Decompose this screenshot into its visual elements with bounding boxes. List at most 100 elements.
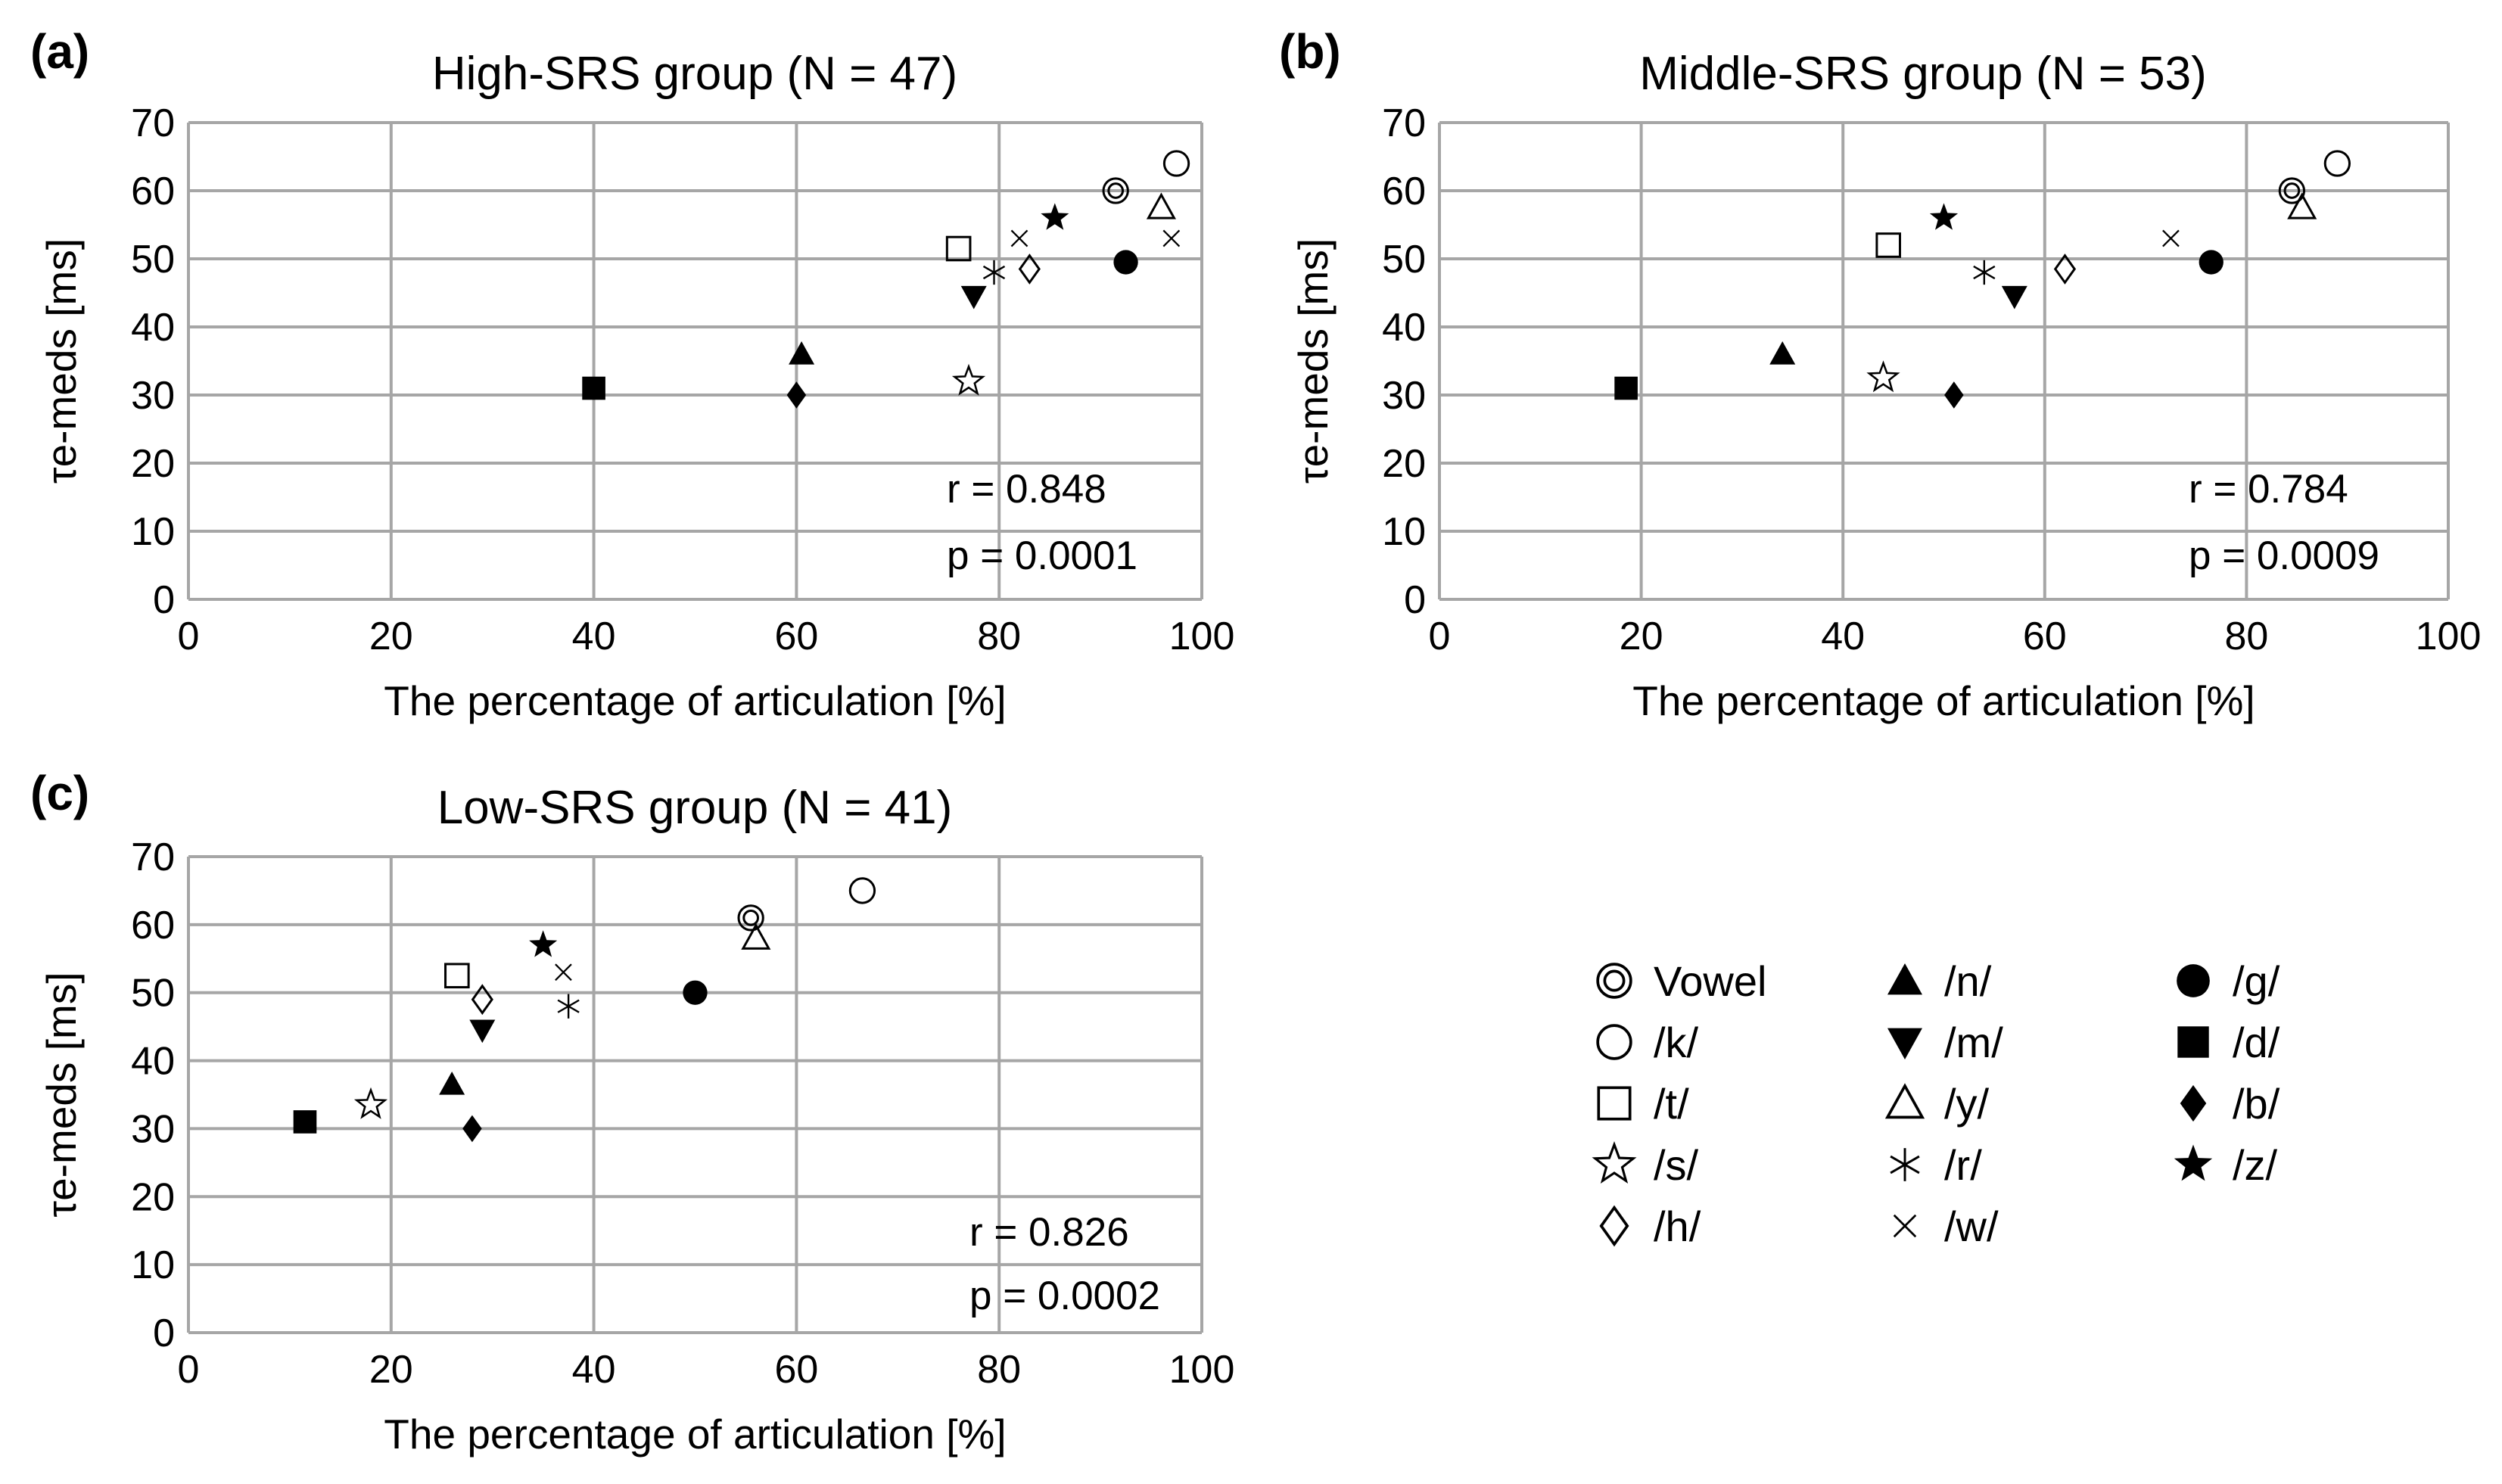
y-tick-label: 30 <box>131 1107 175 1151</box>
legend-item: /n/ <box>1887 957 1992 1005</box>
y-tick-label: 60 <box>1382 170 1426 213</box>
legend-item: /h/ <box>1599 1202 1701 1250</box>
data-point <box>789 341 815 365</box>
y-tick-label: 40 <box>131 1040 175 1084</box>
legend-symbol <box>1890 1148 1920 1181</box>
x-tick-label: 100 <box>1169 614 1235 658</box>
x-tick-label: 0 <box>178 614 200 658</box>
gridlines <box>188 855 1203 1333</box>
p-value: p = 0.0009 <box>2189 534 2379 578</box>
x-tick-label: 20 <box>369 614 413 658</box>
data-point <box>2278 177 2306 204</box>
legend-symbol <box>1596 1024 1632 1060</box>
y-tick-label: 30 <box>131 374 175 418</box>
legend: Vowel/k/ /t/ /s/ /h/ /n/ /m/ /y/ /r/ /w/ /g/ /d/ /b… <box>1592 957 2280 1250</box>
r-value: r = 0.784 <box>2189 467 2348 512</box>
x-tick-label: 60 <box>774 1348 818 1392</box>
data-point <box>1041 203 1069 230</box>
legend-symbol <box>1596 963 1632 999</box>
data-point <box>1973 260 1996 285</box>
r-value: r = 0.848 <box>947 467 1106 512</box>
data-point <box>2053 254 2077 285</box>
data-point <box>848 877 876 904</box>
panel-letter: (c) <box>30 766 89 820</box>
x-tick-label: 60 <box>774 614 818 658</box>
data-point <box>786 381 807 409</box>
data-point <box>741 922 771 950</box>
panel-letter: (b) <box>1279 24 1341 79</box>
p-value: p = 0.0001 <box>947 534 1137 578</box>
legend-label: /y/ <box>1944 1080 1990 1128</box>
y-tick-label: 10 <box>1382 510 1426 554</box>
data-point <box>1769 341 1796 365</box>
legend-label: /n/ <box>1944 957 1992 1005</box>
x-tick-label: 80 <box>2224 614 2268 658</box>
data-point <box>529 930 558 957</box>
legend-item: /d/ <box>2177 1019 2280 1066</box>
data-point <box>2001 285 2027 310</box>
y-tick-label: 20 <box>1382 442 1426 486</box>
x-axis-label: The percentage of articulation [%] <box>1632 677 2255 724</box>
legend-label: /h/ <box>1654 1202 1701 1250</box>
y-tick-label: 0 <box>153 1311 175 1355</box>
legend-item: /k/ <box>1596 1019 1699 1066</box>
x-axis-label: The percentage of articulation [%] <box>384 1411 1006 1458</box>
data-point <box>1113 250 1138 275</box>
x-tick-label: 0 <box>178 1348 200 1392</box>
data-point <box>945 235 972 262</box>
data-points <box>582 150 1190 409</box>
data-point <box>293 1110 317 1134</box>
chart-panel-b: 0 10 20 30 40 50 60 70 0 20 40 60 80 100 (b) Middle-SRS… <box>1279 24 2481 724</box>
x-tick-label: 20 <box>369 1348 413 1392</box>
y-tick-label: 10 <box>131 1243 175 1287</box>
data-point <box>982 260 1006 285</box>
data-point <box>1162 150 1190 177</box>
x-tick-label: 40 <box>572 1348 616 1392</box>
y-tick-label: 0 <box>153 578 175 622</box>
data-point <box>1102 177 1129 204</box>
data-point <box>582 376 605 400</box>
legend-symbol <box>1599 1205 1629 1247</box>
legend-label: /m/ <box>1944 1019 2003 1066</box>
legend-item: /b/ <box>2180 1080 2280 1128</box>
legend-symbol <box>2180 1084 2207 1122</box>
chart-title: Low-SRS group (N = 41) <box>437 782 953 834</box>
legend-item: /z/ <box>2174 1141 2278 1189</box>
y-tick-label: 70 <box>131 835 175 879</box>
legend-symbol <box>2177 964 2210 997</box>
legend-symbol <box>2174 1144 2213 1181</box>
y-axis-label: τe-meds [ms] <box>1290 238 1337 484</box>
x-tick-label: 80 <box>977 614 1021 658</box>
y-tick-label: 0 <box>1404 578 1426 622</box>
data-point <box>555 963 572 982</box>
data-point <box>444 963 470 989</box>
x-tick-label: 0 <box>1429 614 1451 658</box>
legend-item: /t/ <box>1597 1080 1689 1128</box>
y-tick-label: 50 <box>131 238 175 282</box>
legend-symbol <box>1597 1086 1632 1121</box>
data-point <box>2287 192 2317 219</box>
data-point <box>469 1019 496 1044</box>
legend-item: /m/ <box>1887 1019 2003 1066</box>
x-tick-label: 60 <box>2023 614 2067 658</box>
legend-symbol <box>1884 1083 1925 1119</box>
y-axis-label: τe-meds [ms] <box>38 972 85 1217</box>
data-point <box>1929 203 1959 230</box>
data-point <box>2323 150 2351 177</box>
data-points <box>293 877 876 1143</box>
y-tick-label: 50 <box>1382 238 1426 282</box>
y-tick-label: 70 <box>131 101 175 145</box>
legend-item: /g/ <box>2177 957 2280 1005</box>
legend-symbol <box>2177 1026 2209 1058</box>
legend-symbol <box>1887 963 1922 995</box>
gridlines <box>188 121 1203 599</box>
legend-label: /d/ <box>2233 1019 2280 1066</box>
legend-item: /r/ <box>1890 1141 1982 1189</box>
chart-panel-c: 0 10 20 30 40 50 60 70 0 20 40 60 80 100 (c) Low-SRS gr… <box>30 766 1234 1458</box>
data-point <box>951 363 986 396</box>
data-point <box>737 904 764 932</box>
data-point <box>1614 376 1638 400</box>
legend-label: /r/ <box>1944 1141 1982 1189</box>
data-point <box>471 984 493 1016</box>
y-axis-label: τe-meds [ms] <box>38 238 85 484</box>
